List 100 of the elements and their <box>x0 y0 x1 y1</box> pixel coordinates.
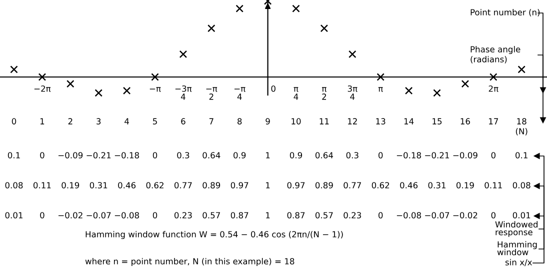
text: 0 <box>40 212 44 218</box>
text: −0.02 <box>453 212 478 218</box>
annotation: −π 2 <box>206 87 218 100</box>
text: 0.23 <box>344 212 362 218</box>
text: 0.11 <box>484 182 502 188</box>
text: Hamming window function W = 0.54 − 0.46 cos (2πn/(N − 1)) <box>86 230 343 240</box>
point <box>518 66 526 74</box>
data-label: −0.09 <box>58 152 83 158</box>
text: −0.08 <box>114 212 139 218</box>
annotation: π 2 <box>322 87 326 100</box>
data-label: 0.1 <box>516 152 528 158</box>
text: 0.01 <box>512 212 530 218</box>
text: 0 <box>491 212 496 218</box>
text: −0.07 <box>425 212 450 218</box>
text: 0 <box>152 212 158 218</box>
text: −0.08 <box>396 212 421 218</box>
x-tick-label: 3 <box>96 118 101 124</box>
text: 0.87 <box>287 212 305 218</box>
text: sin x/x <box>505 258 532 266</box>
text: Hamming window <box>497 241 537 256</box>
text: 0.62 <box>372 182 390 188</box>
text: 0.46 <box>400 182 418 188</box>
point <box>292 4 300 12</box>
data-label: −0.21 <box>86 152 111 158</box>
point <box>179 50 188 58</box>
text: 0.89 <box>202 182 220 188</box>
x-tick-label: 18 (N) <box>516 118 528 136</box>
point <box>208 24 216 32</box>
x-tick-label: 11 <box>320 118 329 124</box>
text: 0.89 <box>315 182 333 188</box>
annotation: −3π 4 <box>175 85 192 100</box>
text: 0.62 <box>146 182 164 188</box>
data-label: −0.21 <box>425 152 449 158</box>
point <box>122 86 131 95</box>
point <box>66 80 74 88</box>
data-label: 0.9 <box>234 152 246 158</box>
x-tick-label: 9 <box>266 118 270 124</box>
x-tick-label: 17 <box>489 118 498 124</box>
x-tick-label: 13 <box>376 118 386 124</box>
x-tick-label: 1 <box>40 118 44 124</box>
text: 0.31 <box>90 182 108 188</box>
x-tick-label: 0 <box>12 118 16 124</box>
x-tick-label: 8 <box>238 118 242 124</box>
point <box>433 89 441 97</box>
text: 0.57 <box>202 212 220 218</box>
data-label: 0.3 <box>177 152 190 158</box>
x-tick-label: 12 <box>348 118 357 124</box>
annotation: π <box>378 87 383 92</box>
point <box>490 73 498 81</box>
x-tick-label: 15 <box>432 118 442 124</box>
point <box>376 73 384 81</box>
text: 0.11 <box>33 182 51 188</box>
text: 0.46 <box>118 182 136 188</box>
annotation: 2π <box>488 85 498 92</box>
data-label: −0.18 <box>396 152 421 158</box>
point <box>461 80 470 88</box>
data-label: −0.09 <box>453 152 478 158</box>
data-label: 0.9 <box>290 152 302 158</box>
text: −0.07 <box>86 212 111 218</box>
point <box>151 73 159 81</box>
text: 0.97 <box>230 182 248 188</box>
data-label: 0.1 <box>8 152 20 158</box>
data-label: 0.3 <box>346 152 358 158</box>
point <box>10 66 18 74</box>
text: 1 <box>266 212 270 218</box>
data-label: 1 <box>266 152 270 158</box>
x-tick-label: 6 <box>181 118 186 124</box>
x-tick-label: 4 <box>124 118 129 124</box>
text: 0.08 <box>512 182 530 188</box>
annotation: Point number (n) <box>470 8 540 16</box>
x-tick-label: 10 <box>292 118 301 124</box>
data-label: 0 <box>378 152 383 158</box>
text: 0.19 <box>62 182 80 188</box>
x-tick-label: 2 <box>68 118 72 124</box>
text: 0.01 <box>5 212 23 218</box>
point <box>38 73 46 81</box>
data-label: 0 <box>491 152 496 158</box>
point <box>320 24 328 32</box>
annotation: −2π <box>34 85 51 92</box>
annotation: Phase angle (radians) <box>470 46 520 64</box>
text: 0 <box>378 212 383 218</box>
text: 0.08 <box>5 182 23 188</box>
point <box>404 86 413 95</box>
x-tick-label: 16 <box>460 118 470 124</box>
data-label: −0.18 <box>114 152 139 158</box>
text: Windowed response <box>495 221 538 237</box>
text: 0.19 <box>456 182 474 188</box>
x-tick-label: 5 <box>152 118 157 124</box>
text: where n = point number, N (in this example) = 18 <box>85 258 294 266</box>
data-label: 0 <box>152 152 158 158</box>
annotation: 0 <box>271 85 276 92</box>
text: 0.57 <box>315 212 333 218</box>
point <box>348 50 356 58</box>
point <box>94 89 102 97</box>
annotation: −π <box>150 87 161 92</box>
annotation: π 4 <box>294 87 298 100</box>
text: 0.97 <box>287 182 305 188</box>
text: 1 <box>266 182 270 188</box>
data-label: 0.64 <box>202 152 220 158</box>
annotation: −π 4 <box>234 87 246 100</box>
